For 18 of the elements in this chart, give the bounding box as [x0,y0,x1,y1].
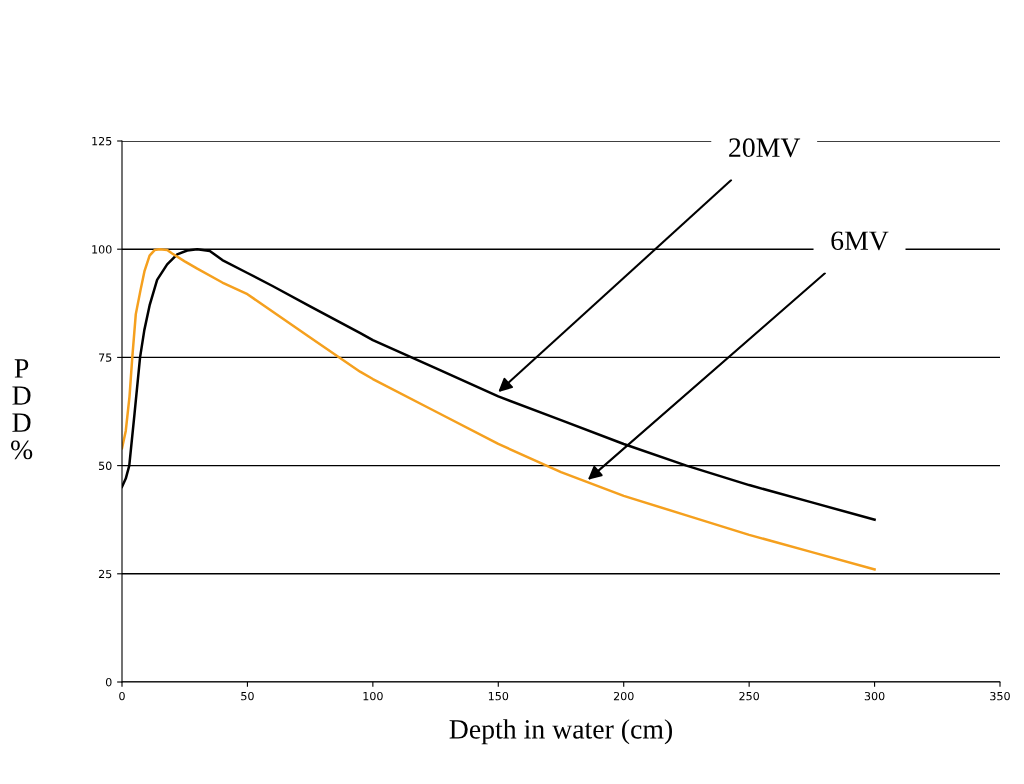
y-tick-label: 100 [92,245,112,254]
x-tick-label: 300 [864,691,885,701]
y-tick-label: 125 [92,136,112,146]
x-tick-label: 50 [241,691,254,701]
x-tick-label: 200 [613,691,634,701]
x-tick-label: 100 [363,691,383,701]
x-tick-label: 150 [488,691,509,701]
x-tick-label: 350 [990,691,1010,701]
annotation: 6MV [831,231,889,251]
x-tick-label: 0 [119,691,125,701]
y-tick-label: 0 [105,677,112,687]
y-tick-label: 75 [99,353,112,362]
annotation: 20MV [729,138,801,158]
x-tick-label: 250 [739,691,760,701]
x-axis-title: Depth in water (cm) [449,719,672,745]
y-tick-label: 25 [98,569,112,579]
y-tick-label: 50 [99,461,112,470]
y-axis-title: P D D % [11,359,33,460]
